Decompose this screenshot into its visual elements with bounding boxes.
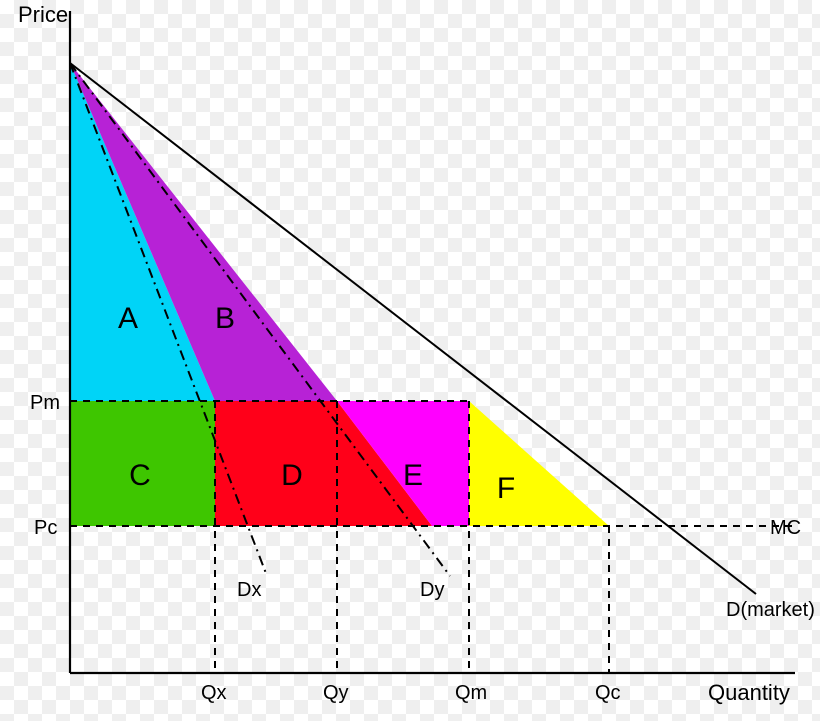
dx-label: Dx <box>237 579 261 601</box>
mc-label: MC <box>770 517 801 539</box>
pc-label: Pc <box>34 517 57 539</box>
qc-label: Qc <box>595 682 621 704</box>
dy-label: Dy <box>420 579 444 601</box>
qm-label: Qm <box>455 682 487 704</box>
pm-label: Pm <box>30 392 60 414</box>
qy-label: Qy <box>323 682 349 704</box>
diagram-stage: Price Quantity Pm Pc MC D(market) Dx Dy Qx Qy Qm Qc… <box>0 0 820 721</box>
x-axis-title: Quantity <box>708 680 790 705</box>
qx-label: Qx <box>201 682 227 704</box>
economics-diagram: Price Quantity Pm Pc MC D(market) Dx Dy Qx Qy Qm Qc… <box>0 0 820 721</box>
region-label-e: E <box>403 459 423 492</box>
region-label-f: F <box>497 472 515 505</box>
demand-market-label: D(market) <box>726 599 815 621</box>
region-label-a: A <box>118 302 138 335</box>
region-label-c: C <box>129 459 151 492</box>
region-label-b: B <box>215 302 235 335</box>
y-axis-title: Price <box>18 2 68 27</box>
region-label-d: D <box>281 459 303 492</box>
